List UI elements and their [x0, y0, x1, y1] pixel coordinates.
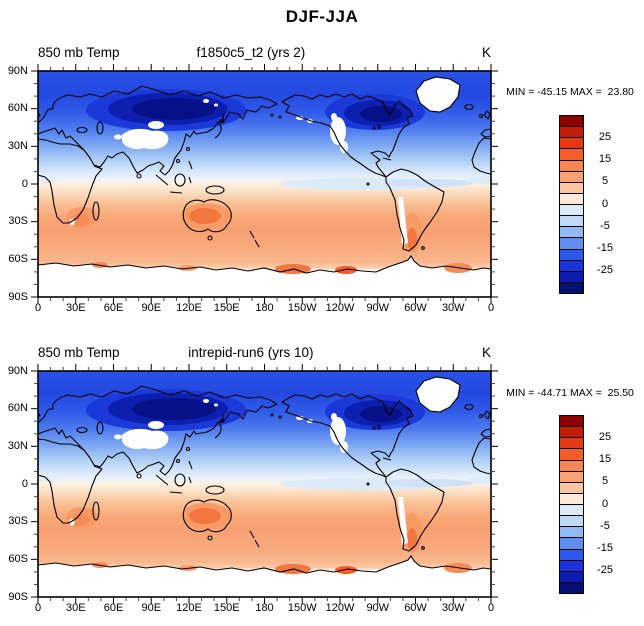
missing-data-white-patches [69, 399, 408, 545]
panel1-case-label: f1850c5_t2 (yrs 2) [196, 45, 306, 60]
lat-tick-label: 90S [8, 290, 28, 303]
lon-tick-label: 60E [103, 302, 124, 314]
colorbar-level-label: -25 [597, 264, 613, 277]
lon-tick-label: 150E [213, 602, 240, 614]
lon-tick-label: 90W [366, 302, 390, 314]
panel1-lon-axis: 0 30E 60E 90E 120E 150E 180 150W 120W 90W 60W 30W 0 [34, 302, 495, 316]
lon-tick-label: 150W [287, 302, 317, 314]
lat-tick-label: 90S [8, 590, 28, 603]
lon-tick-label: 90E [141, 302, 162, 314]
lon-tick-label: 150E [213, 302, 240, 314]
panel1-lat-axis: 90N 60N 30N 0 30S 60S 90S [0, 65, 29, 303]
panel2-colorbar: 25 15 5 0 -5 -15 -25 [559, 415, 623, 595]
antarctica [38, 255, 491, 297]
panel2-map-plot [31, 364, 498, 604]
lat-tick-label: 90N [7, 364, 28, 377]
colorbar-level-label: -25 [597, 564, 613, 577]
colorbar-box [559, 581, 584, 595]
panel2-units-label: K [481, 345, 491, 360]
lat-tick-label: 90N [7, 64, 28, 77]
lon-tick-label: 60E [103, 602, 124, 614]
panel1-units-label: K [481, 45, 491, 60]
missing-data-white-patches [69, 99, 408, 245]
lat-tick-label: 0 [21, 477, 28, 490]
lon-tick-label: 0 [487, 302, 495, 314]
lon-tick-label: 0 [34, 302, 42, 314]
lon-tick-label: 60W [404, 302, 427, 314]
panel2-header: 850 mb Temp intrepid-run6 (yrs 10) K [38, 345, 491, 361]
lat-tick-label: 30S [8, 515, 28, 528]
colorbar-level-label: -5 [600, 219, 610, 232]
colorbar-box [559, 281, 584, 295]
lat-tick-label: 30N [7, 439, 28, 452]
panel1-map-plot [31, 64, 498, 304]
colorbar-level-label: 25 [598, 430, 612, 443]
colorbar-level-label: 5 [601, 175, 609, 188]
lat-tick-label: 60S [8, 252, 28, 265]
antarctica [38, 555, 491, 597]
colorbar-level-label: 0 [601, 197, 609, 210]
lat-tick-label: 30N [7, 139, 28, 152]
lon-tick-label: 150W [287, 602, 317, 614]
colorbar-level-label: -15 [597, 542, 613, 554]
colorbar-level-label: -5 [600, 519, 610, 532]
axis-ticks [31, 64, 498, 304]
lon-tick-label: 0 [34, 602, 42, 614]
lon-tick-label: 30E [65, 302, 86, 314]
lon-tick-label: 30W [441, 602, 465, 614]
panel2-lon-axis: 0 30E 60E 90E 120E 150E 180 150W 120W 90W 60W 30W 0 [34, 602, 495, 616]
panel1-variable-label: 850 mb Temp [38, 45, 120, 60]
lon-tick-label: 180 [255, 602, 274, 614]
temperature-field [38, 371, 491, 597]
panel1-colorbar: 25 15 5 0 -5 -15 -25 [559, 115, 623, 295]
lon-tick-label: 90W [366, 602, 390, 614]
colorbar-level-label: 15 [598, 453, 612, 465]
panel2-lat-axis: 90N 60N 30N 0 30S 60S 90S [0, 365, 29, 603]
lon-tick-label: 180 [255, 302, 274, 314]
lon-tick-label: 120W [325, 302, 355, 314]
colorbar-level-label: 5 [601, 475, 609, 488]
lon-tick-label: 60W [404, 602, 427, 614]
lon-tick-label: 120W [325, 602, 355, 614]
coastlines [38, 85, 491, 252]
figure-title: DJF-JJA [285, 7, 359, 26]
lat-tick-label: 30S [8, 215, 28, 228]
lon-tick-label: 90E [141, 602, 162, 614]
lon-tick-label: 120E [176, 602, 202, 614]
lat-tick-label: 0 [21, 177, 28, 190]
panel2-variable-label: 850 mb Temp [38, 345, 120, 360]
panel1-header: 850 mb Temp f1850c5_t2 (yrs 2) K [38, 45, 491, 61]
lon-tick-label: 120E [176, 302, 202, 314]
lon-tick-label: 30W [441, 302, 465, 314]
greenland [415, 76, 461, 113]
axis-ticks [31, 364, 498, 604]
colorbar-level-label: 25 [598, 130, 612, 143]
colorbar-level-label: 0 [601, 497, 609, 510]
greenland [415, 376, 461, 413]
coastlines [38, 385, 491, 552]
temperature-field [38, 71, 491, 297]
colorbar-level-label: 15 [598, 153, 612, 165]
panel2-case-label: intrepid-run6 (yrs 10) [188, 345, 314, 360]
panel2-minmax-stats: MIN = -44.71 MAX = 25.50 [506, 387, 634, 399]
colorbar-level-label: -15 [597, 242, 613, 254]
lat-tick-label: 60S [8, 552, 28, 565]
lon-tick-label: 30E [65, 602, 86, 614]
lon-tick-label: 0 [487, 602, 495, 614]
lat-tick-label: 60N [7, 402, 28, 415]
lat-tick-label: 60N [7, 102, 28, 115]
panel1-minmax-stats: MIN = -45.15 MAX = 23.80 [506, 86, 634, 98]
